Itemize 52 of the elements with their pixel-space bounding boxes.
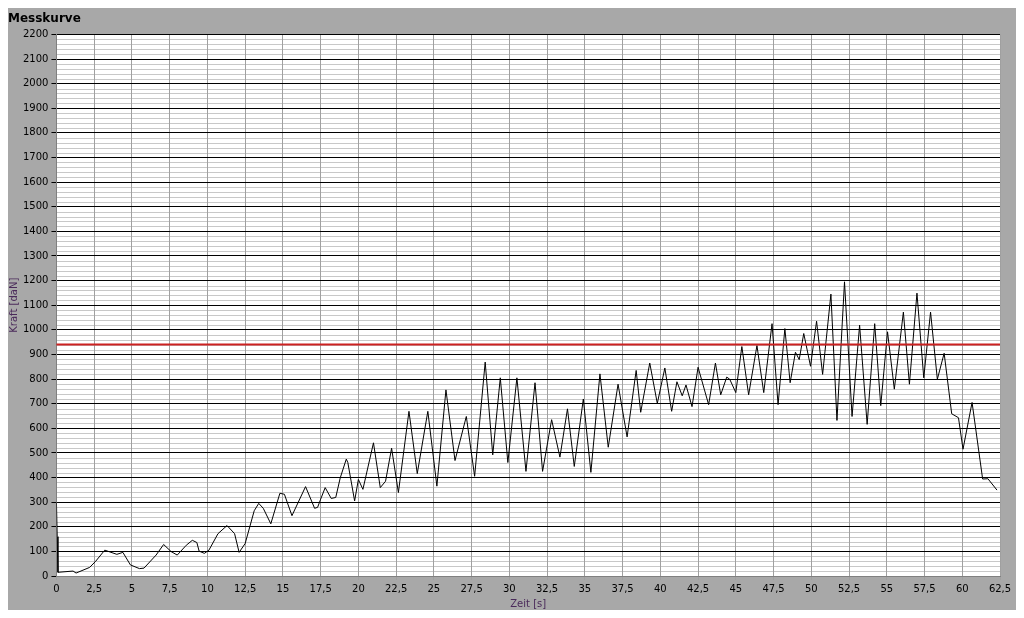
- x-tick-label: 2,5: [86, 582, 103, 594]
- y-tick-label: 100: [29, 544, 49, 556]
- x-tick-label: 62,5: [988, 582, 1012, 594]
- y-tick-label: 300: [29, 495, 49, 507]
- y-tick-label: 1900: [23, 101, 49, 113]
- y-tick-label: 1400: [23, 224, 49, 236]
- y-tick-label: 1100: [23, 298, 49, 310]
- y-tick-label: 600: [29, 421, 49, 433]
- x-tick-label: 60: [955, 582, 969, 594]
- x-tick-label: 52,5: [837, 582, 861, 594]
- y-tick-label: 200: [29, 520, 49, 532]
- x-tick-label: 0: [53, 582, 60, 594]
- x-axis-title: Zeit [s]: [510, 597, 547, 609]
- x-tick-label: 37,5: [611, 582, 634, 594]
- y-tick-label: 400: [29, 471, 49, 483]
- y-tick-label: 1500: [23, 200, 49, 212]
- y-tick-label: 700: [29, 397, 49, 409]
- x-tick-label: 12,5: [234, 582, 257, 594]
- y-axis-title: Kraft [daN]: [7, 277, 19, 333]
- x-tick-label: 17,5: [309, 582, 332, 594]
- x-tick-label: 25: [427, 582, 441, 594]
- x-tick-label: 35: [578, 582, 592, 594]
- x-tick-label: 15: [276, 582, 290, 594]
- chart-title: Messkurve: [8, 11, 81, 26]
- x-tick-label: 57,5: [913, 582, 936, 594]
- x-tick-label: 45: [729, 582, 743, 594]
- x-tick-label: 40: [653, 582, 667, 594]
- y-tick-label: 1200: [23, 274, 49, 286]
- y-tick-label: 1700: [23, 151, 49, 163]
- x-tick-label: 7,5: [161, 582, 178, 594]
- y-tick-label: 900: [29, 348, 49, 360]
- y-tick-label: 1300: [23, 249, 49, 261]
- x-tick-label: 42,5: [686, 582, 710, 594]
- x-tick-label: 10: [201, 582, 214, 594]
- y-tick-label: 800: [29, 372, 49, 384]
- x-tick-label: 32,5: [535, 582, 559, 594]
- x-tick-label: 30: [502, 582, 516, 594]
- y-tick-label: 2000: [23, 77, 49, 89]
- y-tick-label: 500: [29, 446, 49, 458]
- x-tick-label: 47,5: [762, 582, 785, 594]
- y-tick-label: 2200: [23, 27, 49, 39]
- x-tick-label: 27,5: [460, 582, 483, 594]
- y-tick-label: 1000: [23, 323, 49, 335]
- x-tick-label: 50: [804, 582, 818, 594]
- y-tick-label: 0: [42, 569, 49, 581]
- y-tick-label: 1600: [23, 175, 49, 187]
- x-tick-label: 20: [352, 582, 365, 594]
- y-tick-label: 1800: [23, 126, 49, 138]
- x-tick-label: 55: [880, 582, 894, 594]
- y-tick-label: 2100: [23, 52, 49, 64]
- x-tick-label: 5: [128, 582, 136, 594]
- x-tick-label: 22,5: [384, 582, 408, 594]
